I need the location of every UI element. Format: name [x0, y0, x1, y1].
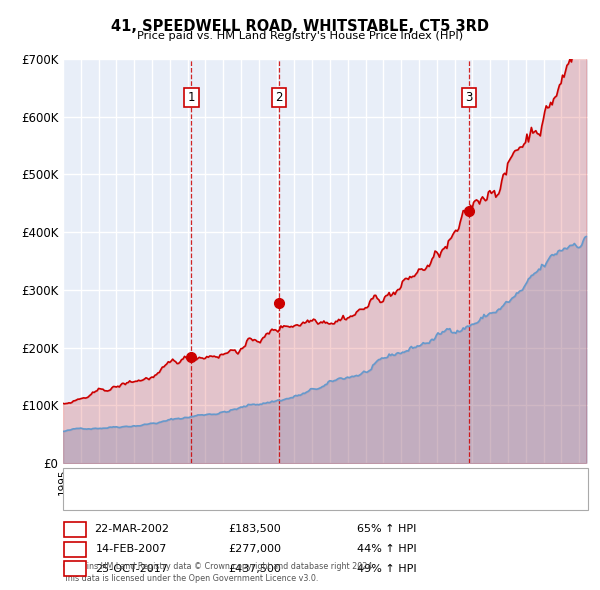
Text: 3: 3	[465, 91, 473, 104]
Text: HPI: Average price, semi-detached house, Canterbury: HPI: Average price, semi-detached house,…	[102, 494, 373, 504]
Text: 25-OCT-2017: 25-OCT-2017	[95, 564, 169, 573]
Text: ——: ——	[74, 493, 98, 506]
Text: 1: 1	[71, 523, 79, 536]
Text: 22-MAR-2002: 22-MAR-2002	[95, 525, 170, 534]
Text: 41, SPEEDWELL ROAD, WHITSTABLE, CT5 3RD (semi-detached house): 41, SPEEDWELL ROAD, WHITSTABLE, CT5 3RD …	[102, 474, 455, 484]
Text: £183,500: £183,500	[229, 525, 281, 534]
Text: £277,000: £277,000	[229, 545, 281, 554]
Text: 3: 3	[71, 562, 79, 575]
Text: 65% ↑ HPI: 65% ↑ HPI	[357, 525, 416, 534]
Text: 41, SPEEDWELL ROAD, WHITSTABLE, CT5 3RD: 41, SPEEDWELL ROAD, WHITSTABLE, CT5 3RD	[111, 19, 489, 34]
Text: Price paid vs. HM Land Registry's House Price Index (HPI): Price paid vs. HM Land Registry's House …	[137, 31, 463, 41]
Text: ——: ——	[74, 473, 98, 486]
Text: Contains HM Land Registry data © Crown copyright and database right 2024.
This d: Contains HM Land Registry data © Crown c…	[63, 562, 375, 583]
Text: 14-FEB-2007: 14-FEB-2007	[97, 545, 167, 554]
Text: 49% ↑ HPI: 49% ↑ HPI	[357, 564, 416, 573]
Text: 2: 2	[71, 543, 79, 556]
Text: 44% ↑ HPI: 44% ↑ HPI	[357, 545, 416, 554]
Text: £437,500: £437,500	[229, 564, 281, 573]
Text: 2: 2	[275, 91, 283, 104]
Text: 1: 1	[188, 91, 195, 104]
